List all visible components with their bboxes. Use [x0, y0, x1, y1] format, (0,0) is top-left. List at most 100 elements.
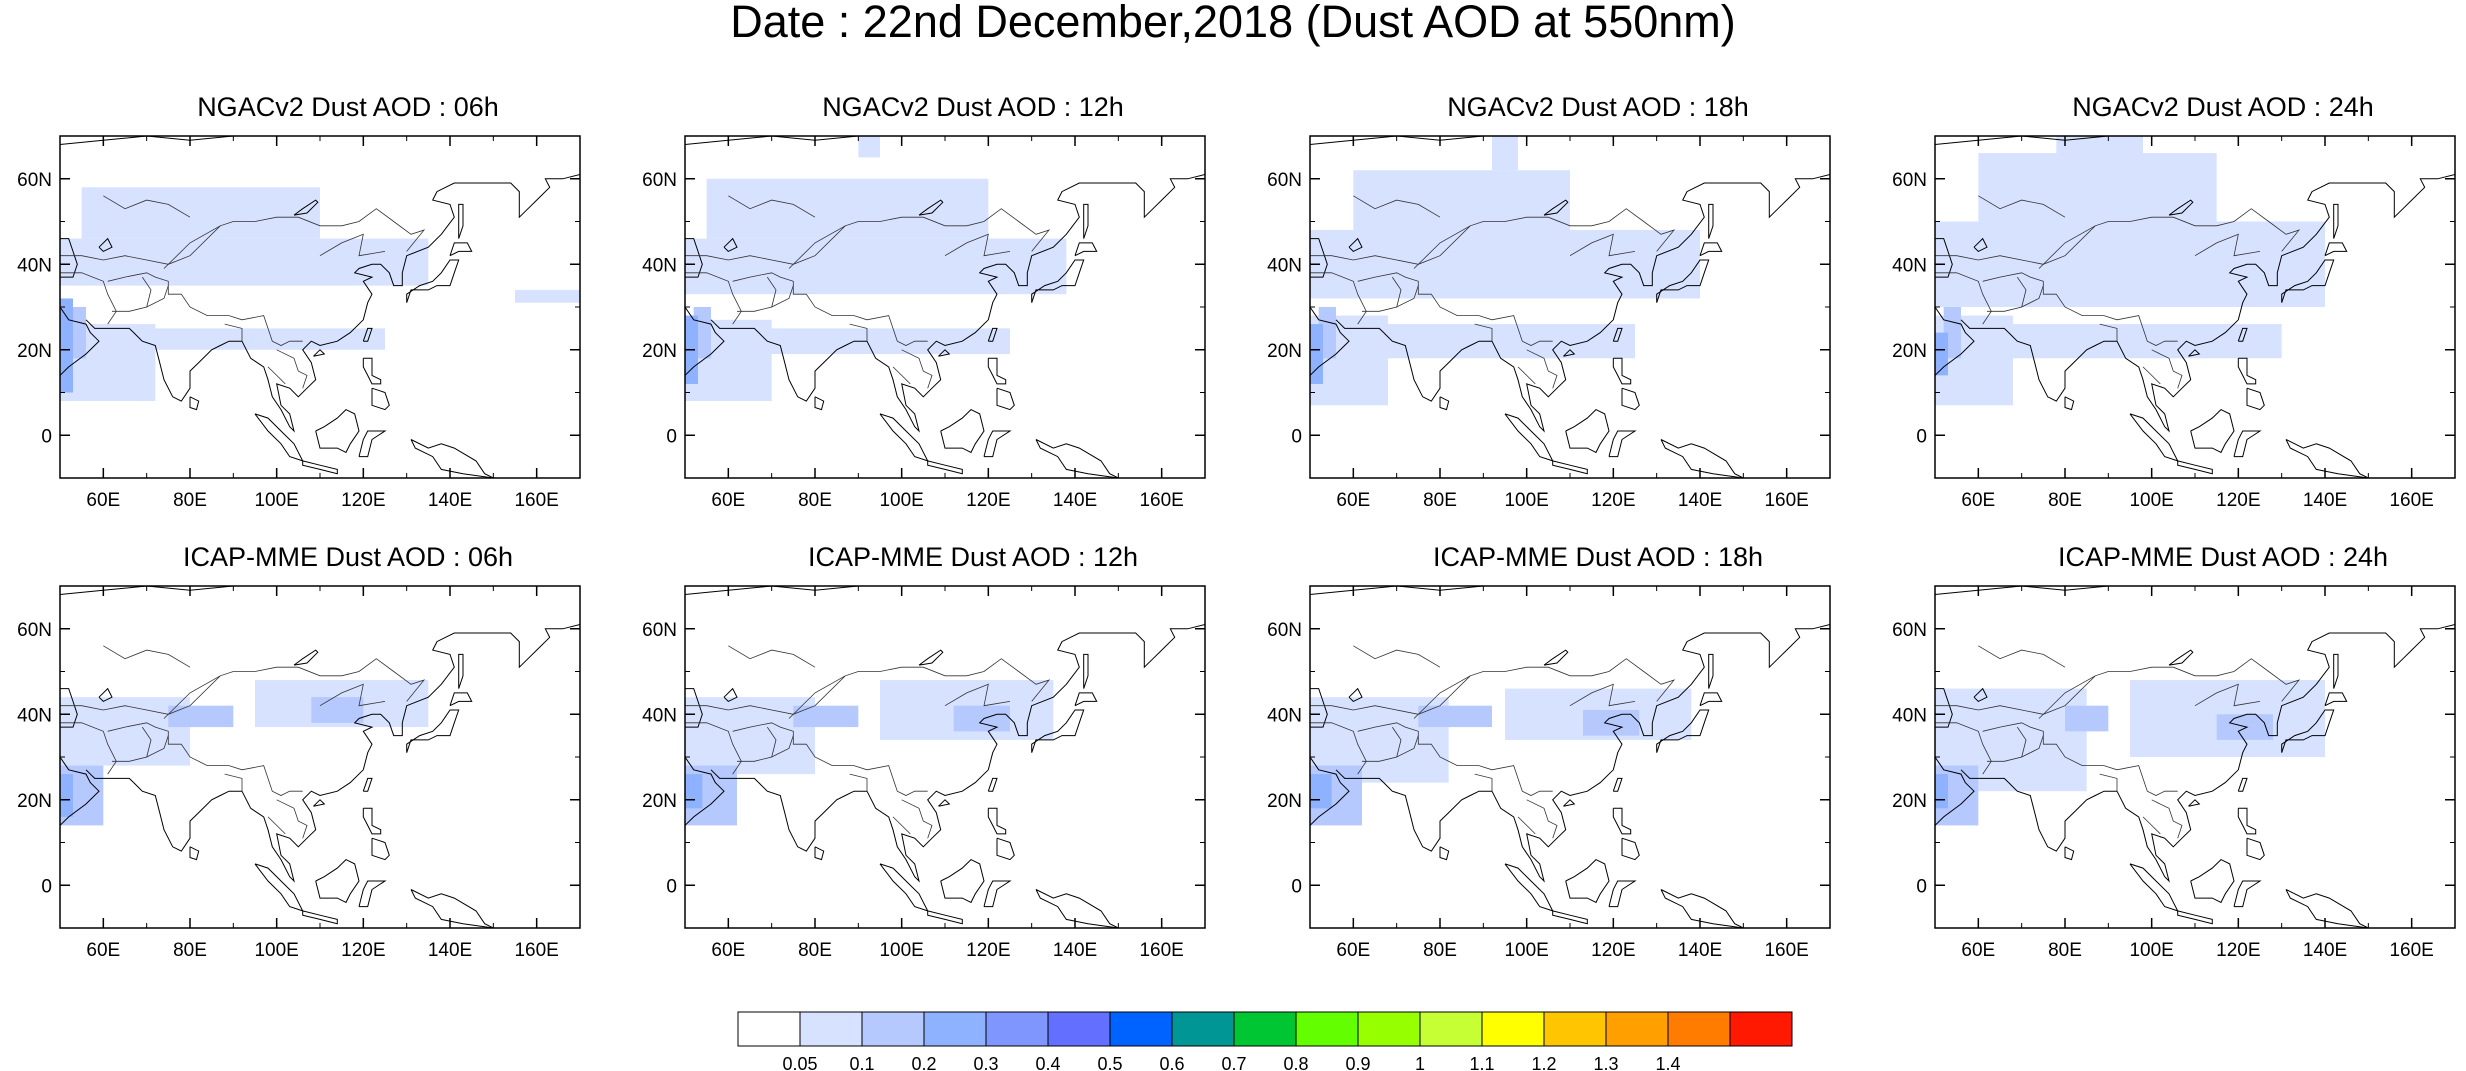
lat-tick-label: 0 [666, 426, 677, 447]
aod-cell [1418, 705, 1492, 728]
lon-tick-label: 80E [1423, 490, 1457, 510]
aod-cell [858, 136, 880, 158]
lon-tick-label: 100E [2129, 490, 2173, 510]
lat-tick-label: 0 [1291, 426, 1302, 447]
lat-tick-label: 60N [642, 170, 677, 191]
aod-cell [1935, 332, 1948, 376]
coastlines [1310, 586, 1830, 928]
lon-tick-label: 80E [1423, 940, 1457, 960]
lat-tick-label: 0 [41, 876, 52, 897]
lon-tick-label: 100E [2129, 940, 2173, 960]
lat-tick-label: 60N [17, 620, 52, 641]
lon-tick-label: 60E [86, 490, 120, 510]
lon-tick-label: 160E [1139, 940, 1183, 960]
panel-title: ICAP-MME Dust AOD : 12h [807, 542, 1139, 572]
map-panel: NGACv2 Dust AOD : 06h 60E 80E 100E 120E 140E 1… [58, 90, 638, 510]
lat-axis: 0 20N 40N 60N [1892, 620, 1927, 898]
dust-aod-field [60, 136, 580, 478]
lat-tick-label: 20N [642, 341, 677, 362]
map-panel: NGACv2 Dust AOD : 18h 60E 80E 100E 120E 140E 1… [1308, 90, 1888, 510]
aod-cell [60, 298, 73, 393]
aod-cell [81, 187, 321, 239]
dust-aod-field [685, 586, 1205, 928]
lon-tick-label: 160E [514, 940, 558, 960]
lat-tick-label: 60N [17, 170, 52, 191]
lon-tick-label: 140E [2303, 490, 2347, 510]
country-borders [1310, 645, 1676, 839]
lon-tick-label: 140E [1678, 490, 1722, 510]
aod-cell [311, 697, 364, 723]
lon-tick-label: 120E [341, 490, 385, 510]
lat-tick-label: 20N [642, 791, 677, 812]
lon-tick-label: 100E [1504, 940, 1548, 960]
lon-tick-label: 60E [1336, 940, 1370, 960]
lat-tick-label: 40N [17, 705, 52, 726]
map-plot: 60E 80E 100E 120E 140E 160E [1309, 135, 1831, 510]
dust-aod-field [1310, 136, 1830, 478]
lon-tick-label: 140E [1678, 940, 1722, 960]
lat-tick-label: 40N [1267, 255, 1302, 276]
lon-tick-label: 160E [1139, 490, 1183, 510]
lat-tick-label: 40N [17, 255, 52, 276]
lon-tick-label: 80E [798, 490, 832, 510]
lat-tick-label: 0 [41, 426, 52, 447]
panel-title: ICAP-MME Dust AOD : 06h [182, 542, 514, 572]
lat-tick-label: 40N [1892, 705, 1927, 726]
figure-title: Date : 22nd December,2018 (Dust AOD at 5… [730, 0, 1736, 47]
aod-cell [1935, 774, 1948, 809]
dust-aod-field [1935, 586, 2455, 928]
lon-tick-label: 60E [1961, 490, 1995, 510]
aod-cell [1492, 136, 1518, 171]
country-borders [1935, 645, 2301, 839]
aod-cell [2065, 705, 2109, 732]
aod-cell [706, 178, 989, 239]
lat-tick-label: 40N [642, 255, 677, 276]
map-plot: 60E 80E 100E 120E 140E 160E [684, 135, 1206, 510]
map-plot: 60E 80E 100E 120E 140E 160E [684, 585, 1206, 960]
coastlines [1310, 136, 1830, 478]
lon-tick-label: 80E [798, 940, 832, 960]
panel-title: NGACv2 Dust AOD : 12h [822, 92, 1124, 122]
aod-cell [685, 774, 703, 809]
aod-cell [1310, 230, 1700, 299]
map-plot: 60E 80E 100E 120E 140E 160E [1309, 585, 1831, 960]
country-borders [685, 645, 1051, 839]
aod-cell [693, 307, 711, 359]
coastlines [685, 136, 1205, 478]
panel-title: ICAP-MME Dust AOD : 24h [2057, 542, 2389, 572]
lon-tick-label: 120E [2216, 490, 2260, 510]
map-plot: 60E 80E 100E 120E 140E 160E [59, 585, 581, 960]
lon-tick-label: 160E [2389, 940, 2433, 960]
panel-title: ICAP-MME Dust AOD : 18h [1432, 542, 1764, 572]
lon-tick-label: 60E [711, 940, 745, 960]
lon-tick-label: 140E [1053, 940, 1097, 960]
lon-tick-label: 100E [1504, 490, 1548, 510]
map-panel: NGACv2 Dust AOD : 24h 60E 80E 100E 120E 140E 1… [1933, 90, 2466, 510]
lat-axis: 0 20N 40N 60N [1267, 170, 1302, 448]
lat-tick-label: 40N [1892, 255, 1927, 276]
coastlines [1935, 586, 2455, 928]
map-plot: 60E 80E 100E 120E 140E 160E [59, 135, 581, 510]
lat-tick-label: 60N [642, 620, 677, 641]
lat-tick-label: 20N [1892, 341, 1927, 362]
lat-tick-label: 0 [1916, 426, 1927, 447]
coastlines [60, 586, 580, 928]
lon-tick-label: 120E [966, 940, 1010, 960]
lat-tick-label: 60N [1267, 620, 1302, 641]
coastlines [685, 586, 1205, 928]
lat-tick-label: 40N [642, 705, 677, 726]
map-panel: NGACv2 Dust AOD : 12h 60E 80E 100E 120E 140E 1… [683, 90, 1263, 510]
lon-tick-label: 80E [2048, 940, 2082, 960]
country-borders [685, 195, 1051, 389]
aod-cell [60, 774, 73, 817]
lat-tick-label: 20N [17, 791, 52, 812]
lat-tick-label: 20N [17, 341, 52, 362]
map-panel: ICAP-MME Dust AOD : 24h 60E 80E 100E 120E 140… [1933, 540, 2466, 960]
aod-cell [685, 238, 1067, 295]
dust-aod-field [685, 136, 1205, 478]
lat-axis: 0 20N 40N 60N [1892, 170, 1927, 448]
lat-tick-label: 20N [1267, 791, 1302, 812]
lon-tick-label: 120E [341, 940, 385, 960]
lat-tick-label: 0 [1916, 876, 1927, 897]
lon-tick-label: 80E [2048, 490, 2082, 510]
